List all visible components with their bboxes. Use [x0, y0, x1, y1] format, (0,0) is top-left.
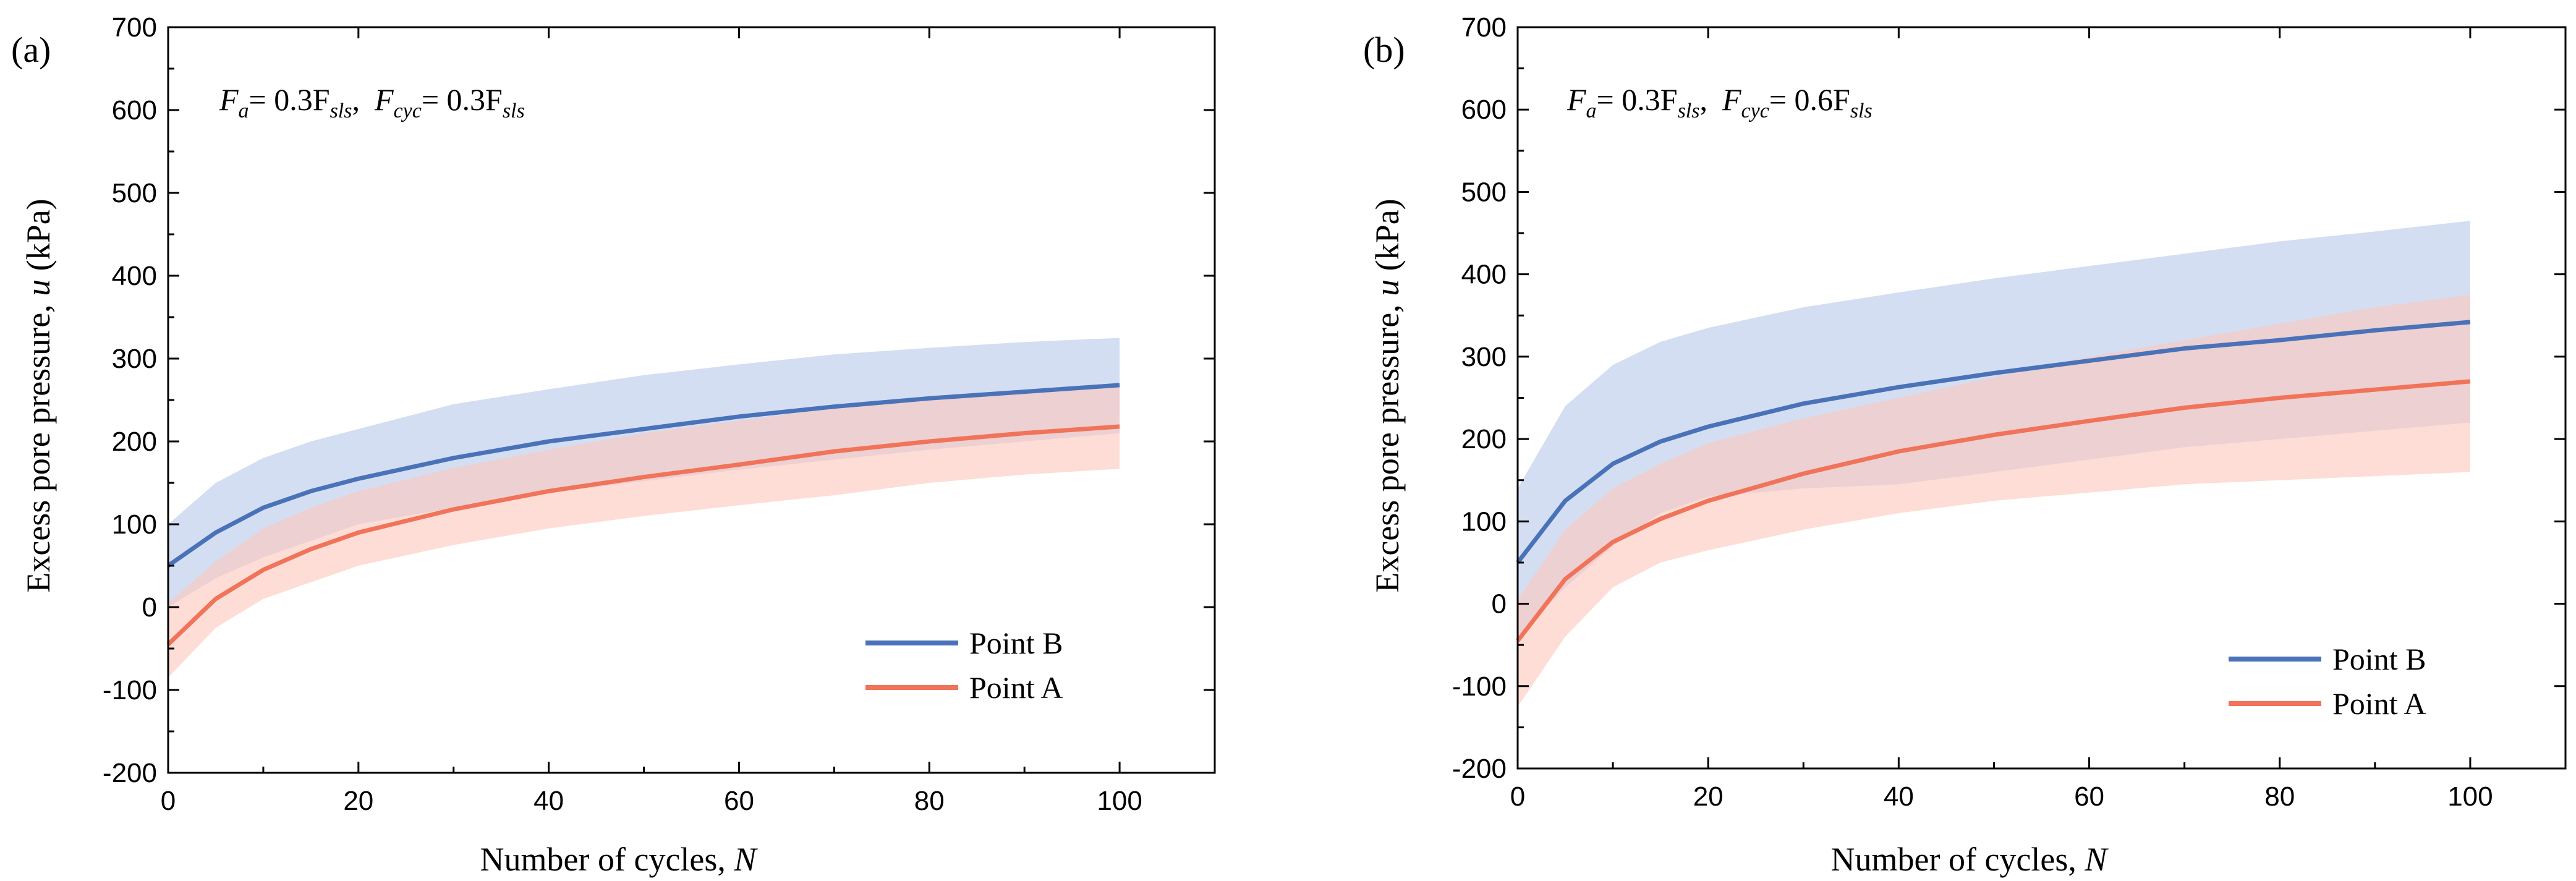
legend-label-point-a: Point A	[969, 670, 1063, 705]
y-tick-label: 500	[112, 178, 157, 208]
x-tick-label: 60	[724, 786, 754, 816]
legend-b: Point B Point A	[2229, 642, 2426, 721]
y-axis-label-a: Excess pore pressure, u (kPa)	[20, 198, 57, 592]
series-line-point-a	[166, 424, 1120, 646]
x-ticks-a: 0 20 40 60 80 100	[161, 27, 1142, 816]
x-tick-label: 60	[2074, 781, 2104, 812]
y-tick-label: 200	[112, 427, 157, 457]
y-tick-label: -100	[103, 675, 157, 705]
x-tick-label: 80	[914, 786, 945, 816]
y-tick-label: 600	[112, 95, 157, 126]
panel-label-a: (a)	[11, 30, 51, 70]
legend-label-point-b: Point B	[2332, 642, 2426, 676]
band-point-a	[1518, 295, 2470, 707]
y-tick-label: 100	[112, 509, 157, 540]
load-annotation-b: Fa= 0.3Fsls, Fcyc= 0.6Fsls	[1566, 82, 1872, 122]
x-tick-label: 0	[1510, 781, 1525, 812]
panel-b: (b) -200 -100 0 100 200 300 400 500 600 700 0 20 40…	[1363, 12, 2567, 878]
x-axis-label-b: Number of cycles, N	[1831, 841, 2109, 878]
y-tick-label: 200	[1461, 424, 1507, 454]
x-tick-label: 0	[161, 786, 176, 816]
panel-a: (a) -200 -100 0 100 200 300 400 500 600 700 0 20 40…	[11, 12, 1216, 878]
y-tick-label: 400	[112, 261, 157, 291]
y-tick-label: 400	[1461, 260, 1507, 290]
y-tick-label: 300	[112, 344, 157, 374]
x-tick-label: 100	[1097, 786, 1142, 816]
x-tick-label: 20	[343, 786, 373, 816]
band-point-a	[168, 383, 1120, 678]
legend-a: Point B Point A	[865, 626, 1063, 705]
line-group-a	[166, 383, 1120, 646]
y-ticks-a: -200 -100 0 100 200 300 400 500 600 700	[103, 12, 1215, 788]
line-group-b	[1516, 320, 2471, 642]
y-tick-label: 0	[1492, 589, 1507, 619]
y-tick-label: -200	[103, 758, 157, 788]
legend-label-point-a: Point A	[2332, 686, 2426, 721]
y-tick-label: -100	[1452, 671, 1507, 702]
series-line-point-b	[1516, 320, 2471, 564]
y-tick-label: 300	[1461, 342, 1507, 372]
series-line-point-b	[167, 383, 1120, 568]
load-annotation-a: Fa= 0.3Fsls, Fcyc= 0.3Fsls	[219, 82, 525, 122]
band-group-a	[168, 338, 1120, 678]
panel-label-b: (b)	[1363, 30, 1405, 70]
y-tick-label: -200	[1452, 754, 1507, 784]
x-tick-label: 100	[2447, 781, 2493, 812]
x-tick-label: 80	[2264, 781, 2295, 812]
y-tick-label: 700	[1461, 12, 1507, 43]
x-tick-label: 20	[1693, 781, 1724, 812]
y-tick-label: 700	[112, 12, 157, 43]
y-ticks-b: -200 -100 0 100 200 300 400 500 600 700	[1452, 12, 2565, 784]
x-ticks-b: 0 20 40 60 80 100	[1510, 27, 2493, 812]
y-tick-label: 500	[1461, 177, 1507, 207]
x-axis-label-a: Number of cycles, N	[480, 841, 759, 878]
y-tick-label: 0	[142, 592, 157, 623]
y-axis-label-b: Excess pore pressure, u (kPa)	[1369, 198, 1406, 592]
band-group-b	[1518, 221, 2470, 707]
y-tick-label: 600	[1461, 95, 1507, 125]
y-tick-label: 100	[1461, 506, 1507, 537]
series-line-point-a	[1516, 379, 2471, 642]
legend-label-point-b: Point B	[969, 626, 1063, 660]
x-tick-label: 40	[1884, 781, 1914, 812]
x-tick-label: 40	[533, 786, 564, 816]
